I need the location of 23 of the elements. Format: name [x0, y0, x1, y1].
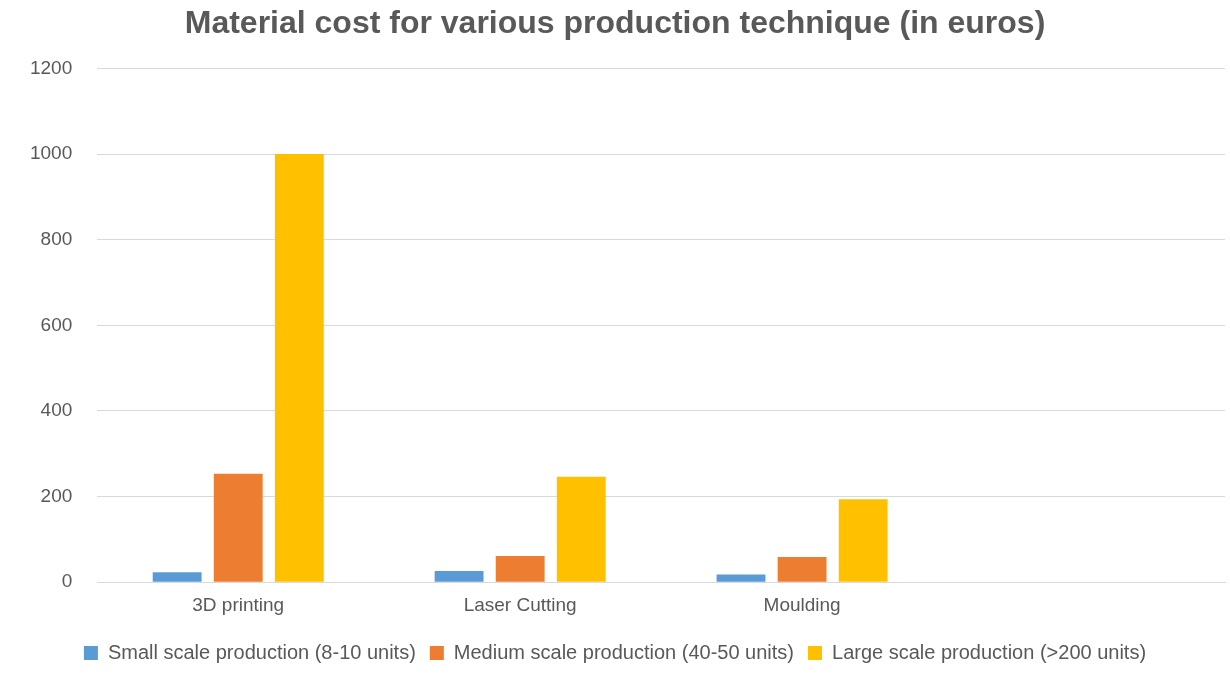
bar	[274, 154, 324, 582]
y-tick-label: 400	[40, 399, 73, 421]
y-tick-label: 1000	[29, 142, 73, 164]
bar	[495, 556, 545, 582]
legend-label: Large scale production (>200 units)	[832, 640, 1147, 663]
bar	[838, 499, 888, 582]
x-tick-label: 3D printing	[192, 593, 285, 615]
bar	[434, 571, 484, 582]
y-tick-label: 1200	[29, 56, 73, 78]
bar	[152, 572, 202, 582]
y-tick-label: 0	[61, 570, 73, 592]
bar	[213, 473, 263, 582]
bar	[716, 574, 766, 582]
chart-title: Material cost for various production technique (in euros)	[184, 4, 1046, 41]
y-tick-label: 200	[40, 484, 73, 506]
legend-label: Medium scale production (40-50 units)	[453, 640, 795, 663]
y-tick-label: 600	[40, 313, 73, 335]
y-tick-label: 800	[40, 227, 73, 249]
bar	[556, 476, 606, 582]
bar	[777, 556, 827, 582]
legend-label: Small scale production (8-10 units)	[107, 640, 416, 663]
x-tick-label: Laser Cutting	[463, 593, 577, 615]
x-tick-label: Moulding	[763, 593, 841, 615]
